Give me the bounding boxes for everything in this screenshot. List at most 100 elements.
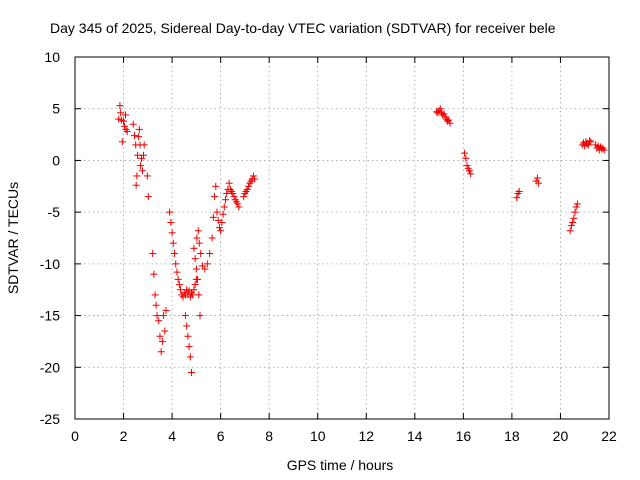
data-point: [213, 208, 221, 216]
data-point: [218, 218, 226, 226]
data-point: [192, 265, 200, 273]
data-point: [184, 332, 192, 340]
data-point: [229, 190, 237, 198]
y-tick-label: 0: [52, 152, 60, 168]
data-point: [446, 119, 454, 127]
data-point: [465, 167, 473, 175]
data-point: [208, 234, 216, 242]
data-point: [135, 125, 143, 133]
data-point: [211, 193, 219, 201]
data-point: [194, 227, 202, 235]
data-point: [221, 196, 229, 204]
data-point: [219, 210, 227, 218]
data-point: [150, 270, 158, 278]
y-tick-label: -25: [40, 411, 60, 427]
data-point: [225, 179, 233, 187]
data-point: [251, 175, 259, 183]
data-point: [190, 286, 198, 294]
x-tick-labels: 0 2 4 6 8 10 12 14 16 18 20 22: [71, 428, 617, 444]
data-point: [174, 275, 182, 283]
data-point: [570, 214, 578, 222]
data-point: [566, 227, 574, 235]
data-point: [121, 111, 129, 119]
data-point: [197, 250, 205, 258]
data-point: [586, 137, 594, 145]
data-point: [567, 222, 575, 230]
plot-frame: [74, 56, 610, 420]
data-point: [144, 193, 152, 201]
y-tick-label: -20: [40, 359, 60, 375]
data-point: [515, 187, 523, 195]
data-point: [181, 312, 189, 320]
x-tick-label: 8: [265, 428, 273, 444]
data-point: [161, 327, 169, 335]
y-tick-label: -5: [48, 204, 61, 220]
data-point: [191, 281, 199, 289]
data-point: [185, 343, 193, 351]
data-point: [171, 250, 179, 258]
data-point: [234, 200, 242, 208]
data-point: [195, 291, 203, 299]
data-point: [149, 250, 157, 258]
data-point: [535, 179, 543, 187]
data-point: [569, 218, 577, 226]
data-point: [123, 127, 131, 135]
data-point: [115, 115, 123, 123]
data-point: [462, 154, 470, 162]
x-tick-label: 6: [217, 428, 225, 444]
data-point: [223, 190, 231, 198]
data-point: [217, 227, 225, 235]
data-point: [533, 174, 541, 182]
data-point: [130, 132, 138, 140]
data-point: [153, 312, 161, 320]
data-point: [151, 291, 159, 299]
data-point: [573, 200, 581, 208]
data-point: [169, 239, 177, 247]
data-point: [587, 138, 595, 146]
x-tick-label: 20: [553, 428, 569, 444]
data-point: [235, 203, 243, 211]
data-point: [436, 105, 444, 113]
data-point: [155, 317, 163, 325]
data-point: [140, 141, 148, 149]
data-point: [243, 185, 251, 193]
data-point: [157, 348, 165, 356]
y-axis-label: SDTVAR / TECUs: [5, 182, 21, 294]
data-point: [440, 110, 448, 118]
data-point: [195, 239, 203, 247]
data-point: [461, 149, 469, 157]
data-point: [600, 146, 608, 154]
x-tick-label: 10: [310, 428, 326, 444]
data-point: [212, 182, 220, 190]
data-point: [186, 353, 194, 361]
data-point: [463, 162, 471, 170]
chart-title: Day 345 of 2025, Sidereal Day-to-day VTE…: [50, 20, 556, 36]
data-point: [445, 116, 453, 124]
data-point: [137, 162, 145, 170]
data-points: [115, 102, 608, 376]
x-tick-label: 14: [407, 428, 423, 444]
grid: [75, 57, 609, 419]
data-point: [230, 193, 238, 201]
y-tick-label: 5: [52, 101, 60, 117]
data-point: [116, 102, 124, 110]
data-point: [143, 172, 151, 180]
x-tick-label: 18: [504, 428, 520, 444]
data-point: [158, 337, 166, 345]
data-point: [118, 138, 126, 146]
x-tick-label: 22: [601, 428, 617, 444]
data-point: [117, 109, 125, 117]
data-point: [572, 203, 580, 211]
x-tick-label: 16: [456, 428, 472, 444]
data-point: [173, 268, 181, 276]
data-point: [152, 301, 160, 309]
data-point: [188, 368, 196, 376]
data-point: [133, 172, 141, 180]
data-point: [190, 244, 198, 252]
data-point: [183, 322, 191, 330]
data-point: [120, 117, 128, 125]
data-point: [138, 167, 146, 175]
x-tick-label: 12: [358, 428, 374, 444]
data-point: [249, 172, 257, 180]
